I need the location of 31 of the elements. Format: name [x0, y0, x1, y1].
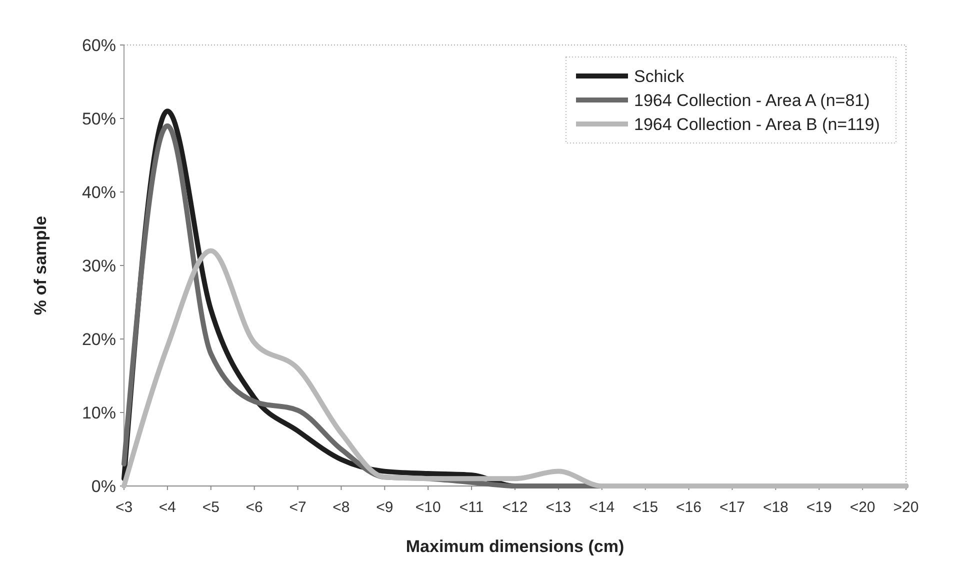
legend-label: 1964 Collection - Area A (n=81) — [634, 90, 870, 110]
y-tick-label: 30% — [82, 256, 116, 276]
x-tick-label: <11 — [459, 499, 484, 516]
legend-label: 1964 Collection - Area B (n=119) — [634, 114, 880, 134]
x-tick-label: <9 — [376, 499, 394, 516]
x-tick-label: <14 — [589, 499, 615, 516]
x-axis-title: Maximum dimensions (cm) — [406, 537, 624, 556]
y-tick-label: 10% — [82, 403, 116, 422]
x-tick-label: <3 — [115, 499, 133, 516]
y-tick-label: 60% — [82, 36, 116, 55]
x-tick-label: <10 — [415, 499, 441, 516]
y-tick-label: 50% — [82, 109, 116, 128]
x-tick-label: <12 — [502, 499, 528, 516]
y-tick-label: 0% — [91, 476, 116, 496]
x-tick-label: <16 — [676, 499, 702, 516]
x-tick-label: <5 — [202, 499, 220, 516]
x-tick-label: >20 — [893, 499, 919, 516]
x-tick-label: <19 — [806, 499, 832, 516]
x-tick-label: <17 — [719, 499, 745, 516]
x-tick-label: <4 — [158, 499, 176, 516]
x-tick-label: <13 — [546, 499, 572, 516]
x-tick-label: <18 — [762, 499, 788, 516]
x-tick-label: <6 — [246, 499, 263, 516]
legend-label: Schick — [634, 66, 685, 86]
x-tick-label: <20 — [850, 499, 876, 516]
y-tick-label: 20% — [82, 330, 116, 349]
y-axis-title: % of sample — [31, 216, 50, 316]
x-tick-label: <7 — [289, 499, 306, 516]
x-tick-label: <8 — [332, 499, 350, 516]
y-tick-label: 40% — [82, 182, 116, 202]
x-tick-label: <15 — [632, 499, 658, 516]
